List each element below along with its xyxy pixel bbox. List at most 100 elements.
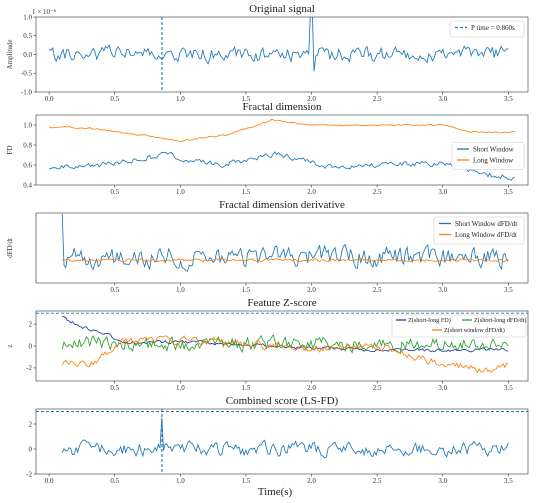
y-tick-label: -1.0 [21,88,33,96]
x-tick-label: 0.5 [110,286,119,294]
legend: Short Window Long Window [451,142,525,170]
x-tick-label: 0.5 [110,477,119,485]
legend-box [391,314,527,338]
legend-box [451,142,525,170]
x-tick-label: 2.5 [373,286,382,294]
x-tick-label: 2.0 [307,188,316,196]
legend: P time = 0.860s [449,20,525,38]
y-tick-label: 0.5 [23,32,32,40]
series-group [61,417,509,459]
legend-label: Long Window [473,157,514,165]
x-tick-label: 3.5 [504,95,513,103]
series-line-2 [49,119,515,142]
x-tick-label: 0.5 [110,188,119,196]
x-tick-label: 1.5 [242,188,251,196]
axes-frame [35,408,529,475]
y-tick-label: 1.0 [23,13,32,21]
x-tick-label: 1.0 [176,188,185,196]
panel-5: Combined score (LS-FD) 0.0 0.5 1.0 1.5 2.0 2.5… [26,395,529,485]
legend-label: P time = 0.860s [471,24,515,32]
legend-box [449,20,525,38]
y-axis-label: Amplitude [6,40,14,70]
y-tick-label: 2 [29,320,33,328]
y-tick-label: -0.5 [21,70,33,78]
x-tick-label: 1.0 [176,95,185,103]
series-line-1 [48,17,509,72]
y-axis-label: dFD/dt [6,238,14,258]
y-tick-label: 0.8 [23,141,32,149]
x-tick-label: 2.0 [307,286,316,294]
y-axis-label: z [6,344,14,347]
series-line-1 [49,151,515,181]
y-tick-label: 0.4 [23,181,32,189]
series-line-2 [61,257,509,263]
x-tick-label: 3.5 [504,188,513,196]
series-line-3 [61,335,509,374]
legend-label: Z(short-long dFD/dt) [474,317,526,324]
panel-title: Original signal [249,3,315,15]
x-tick-label: 3.5 [504,477,513,485]
x-tick-label: 2.0 [307,95,316,103]
panel-title: Fractal dimension derivative [219,199,345,211]
y-tick-label: 0 [29,342,33,350]
x-tick-label: 0.5 [110,95,119,103]
x-tick-label: 3.0 [438,286,447,294]
x-tick-label: 1.5 [242,477,251,485]
x-tick-label: 2.5 [373,188,382,196]
legend: Short Window dFD/dt Long Window dFD/dt [433,216,525,245]
y-tick-label: 2 [29,420,33,428]
x-tick-label: 3.5 [504,286,513,294]
x-tick-label: 0.0 [45,477,54,485]
legend-box [433,216,525,245]
x-tick-label: 1.0 [176,286,185,294]
panel-1: Original signal 0.0 0.5 1.0 1.5 2.0 2.5 3.0 3.5 -… [6,3,529,103]
panel-3: Fractal dimension derivative 0.5 1.0 1.5 2.0… [6,199,529,294]
legend-label: Short Window dFD/dt [455,220,517,228]
series-group [48,17,509,72]
x-axis-title: Time(s) [257,486,293,498]
y-tick-label: -2 [26,364,32,372]
x-tick-label: 3.0 [438,95,447,103]
y-tick-label: 0 [29,445,33,453]
panel-2: Fractal dimension 0.5 1.0 1.5 2.0 2.5 3.0 3.5 0.… [6,101,529,196]
x-tick-label: 0.5 [110,384,119,392]
series-group [49,119,515,181]
series-group [61,316,509,374]
legend: Z(short-long FD) Z(short-long dFD/dt) Z(sh… [391,314,527,338]
legend-label: Short Window [473,146,515,154]
y-tick-label: 0.0 [23,51,32,59]
legend-label: Long Window dFD/dt [455,231,517,239]
legend-label: Z(short-long FD) [408,317,451,324]
axes-frame [35,114,529,186]
y-multiplier-label: 1 × 10⁻⁶ [32,8,57,16]
x-tick-label: 1.5 [242,384,251,392]
y-tick-label: 1.0 [23,121,32,129]
x-tick-label: 1.0 [176,477,185,485]
legend-label: Z(short window dFD/dt) [444,327,505,334]
series-line-1 [61,417,509,459]
x-tick-label: 3.0 [438,188,447,196]
panel-title: Fractal dimension [242,101,322,113]
x-tick-label: 2.5 [373,95,382,103]
x-tick-label: 3.0 [438,384,447,392]
y-tick-label: 0.6 [23,161,32,169]
panel-4: Feature Z-score 0.5 1.0 1.5 2.0 2.5 3.0 3.5 -2 0 2… [6,297,529,392]
x-tick-label: 3.0 [438,477,447,485]
panel-title: Feature Z-score [247,297,316,309]
x-tick-label: 1.0 [176,384,185,392]
x-tick-label: 2.5 [373,384,382,392]
x-tick-label: 1.5 [242,95,251,103]
x-tick-label: 2.0 [307,477,316,485]
axes-frame [35,212,529,284]
panel-title: Combined score (LS-FD) [226,395,339,407]
y-axis-label: FD [6,146,14,155]
series-group [61,213,509,272]
x-tick-label: 0.0 [45,95,54,103]
x-tick-label: 2.5 [373,477,382,485]
series-line-2 [61,334,509,355]
y-tick-label: -2 [26,470,32,478]
x-tick-label: 3.5 [504,384,513,392]
x-tick-label: 2.0 [307,384,316,392]
x-tick-label: 1.5 [242,286,251,294]
